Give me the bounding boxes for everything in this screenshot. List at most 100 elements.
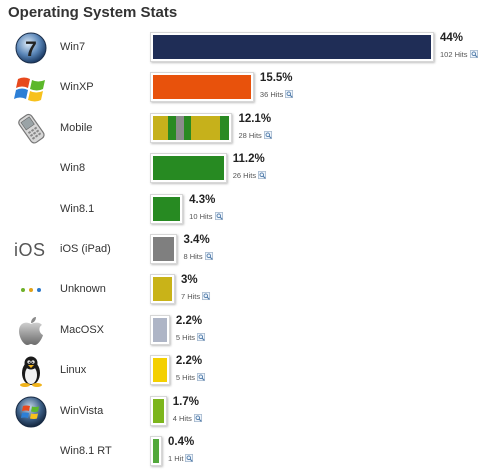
os-row: Linux 2.2% 5 Hits	[0, 351, 500, 391]
percent-label: 0.4%	[168, 436, 195, 448]
bar-frame	[150, 355, 170, 386]
hits-count: 10 Hits	[189, 211, 213, 221]
hits-label: 4 Hits	[173, 414, 203, 423]
bar-frame	[150, 274, 175, 305]
hits-count: 1 Hit	[168, 454, 184, 463]
ios-text-icon: iOS	[14, 233, 48, 267]
bar	[153, 196, 181, 221]
bar	[153, 277, 172, 302]
bar-frame	[150, 314, 170, 345]
os-row: 7 Win7 44% 102 Hits	[0, 28, 500, 68]
bar-segment	[153, 115, 169, 140]
percent-label: 1.7%	[172, 395, 199, 408]
category-label: Linux	[60, 364, 87, 377]
bar-segment	[191, 115, 221, 140]
bar	[153, 115, 230, 140]
magnifier-icon[interactable]	[183, 454, 194, 463]
percent-label: 3.4%	[183, 234, 210, 246]
os-row: Win8.1 RT 0.4% 1 Hit	[0, 432, 500, 472]
percent-label: 3%	[180, 274, 198, 287]
windows-vista-orb-icon	[14, 395, 48, 429]
os-row: Unknown 3% 7 Hits	[0, 270, 500, 310]
bar	[153, 156, 224, 181]
bar	[153, 237, 175, 261]
three-dots-icon	[14, 273, 48, 307]
hits-label: 1 Hit	[168, 454, 194, 463]
bar-frame	[150, 395, 167, 426]
percent-label: 2.2%	[175, 314, 203, 327]
magnifier-icon[interactable]	[283, 90, 294, 99]
hits-label: 8 Hits	[183, 252, 213, 261]
bar-frame	[150, 234, 178, 264]
bar-segment	[168, 115, 176, 140]
svg-text:7: 7	[25, 38, 37, 61]
windows7-orb-icon: 7	[14, 31, 48, 65]
apple-logo-icon	[14, 314, 48, 348]
bar	[153, 75, 251, 100]
hits-count: 5 Hits	[175, 332, 196, 342]
magnifier-icon[interactable]	[195, 373, 206, 382]
hits-count: 8 Hits	[183, 252, 203, 261]
ios-icon-text: iOS	[14, 240, 46, 260]
bar-frame	[150, 112, 233, 143]
bar-frame	[150, 72, 254, 103]
category-label: Win7	[60, 41, 86, 53]
bar-segment	[220, 115, 230, 140]
hits-count: 102 Hits	[440, 50, 468, 59]
os-row: WinXP 15.5% 36 Hits	[0, 68, 500, 108]
category-label: Win8	[60, 162, 86, 175]
os-row: Mobile 12.1% 28 Hits	[0, 109, 500, 149]
chart-title: Operating System Stats	[8, 4, 178, 21]
magnifier-icon[interactable]	[203, 252, 214, 261]
hits-label: 10 Hits	[189, 212, 223, 221]
magnifier-icon[interactable]	[192, 413, 203, 423]
hits-label: 7 Hits	[181, 292, 211, 301]
hits-count: 26 Hits	[232, 171, 257, 181]
magnifier-icon[interactable]	[468, 50, 479, 59]
percent-label: 12.1%	[238, 112, 272, 125]
percent-label: 11.2%	[232, 153, 265, 166]
category-label: Unknown	[60, 283, 106, 296]
magnifier-icon[interactable]	[256, 171, 267, 180]
hits-label: 26 Hits	[233, 171, 267, 180]
hits-count: 36 Hits	[259, 90, 284, 100]
hits-label: 5 Hits	[176, 333, 206, 342]
category-label: iOS (iPad)	[60, 243, 111, 255]
category-label: Win8.1 RT	[60, 445, 112, 457]
hits-count: 28 Hits	[238, 130, 262, 140]
bar	[153, 398, 164, 423]
percent-label: 4.3%	[189, 193, 216, 206]
os-row: Win8.1 4.3% 10 Hits	[0, 190, 500, 230]
linux-penguin-icon	[14, 354, 48, 388]
hits-count: 4 Hits	[172, 413, 192, 423]
bar-frame	[150, 436, 162, 466]
category-label: WinXP	[60, 81, 94, 94]
bar-segment	[183, 115, 192, 140]
bar	[153, 35, 431, 59]
category-label: Win8.1	[60, 202, 95, 215]
category-label: WinVista	[60, 404, 104, 417]
windows-xp-flag-icon	[14, 71, 48, 105]
os-row: iOS iOS (iPad) 3.4% 8 Hits	[0, 230, 500, 270]
magnifier-icon[interactable]	[213, 211, 224, 221]
hits-label: 102 Hits	[440, 50, 479, 59]
magnifier-icon[interactable]	[200, 292, 211, 301]
mobile-phone-icon	[14, 112, 48, 146]
os-row: WinVista 1.7% 4 Hits	[0, 392, 500, 432]
bar-segment	[175, 115, 184, 140]
bar-frame	[150, 32, 434, 62]
bar	[153, 317, 167, 342]
bar-frame	[150, 193, 184, 224]
hits-count: 7 Hits	[180, 292, 201, 302]
hits-label: 5 Hits	[176, 373, 206, 382]
magnifier-icon[interactable]	[195, 332, 206, 342]
category-label: MacOSX	[60, 323, 105, 336]
os-row: MacOSX 2.2% 5 Hits	[0, 311, 500, 351]
bar	[153, 439, 159, 463]
hits-label: 28 Hits	[238, 131, 272, 140]
percent-label: 44%	[440, 32, 464, 44]
bar	[153, 358, 167, 383]
magnifier-icon[interactable]	[262, 130, 273, 140]
bar-frame	[150, 153, 227, 184]
percent-label: 2.2%	[175, 355, 203, 368]
